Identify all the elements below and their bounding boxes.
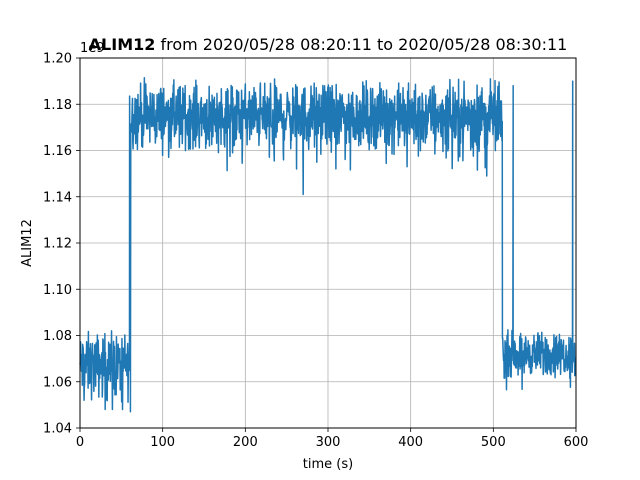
title-bold-part: ALIM12 — [89, 35, 156, 54]
x-tick-label: 500 — [481, 435, 506, 450]
title-rest-part: from 2020/05/28 08:20:11 to 2020/05/28 0… — [155, 35, 567, 54]
x-tick-label: 600 — [564, 435, 589, 450]
x-tick-label: 400 — [398, 435, 423, 450]
y-axis: 1.04 1.06 1.08 1.10 1.12 1.14 1.16 1.18 1.20 — [43, 52, 80, 437]
y-axis-label: ALIM12 — [20, 219, 35, 267]
y-offset-label: 1e9 — [80, 41, 105, 56]
series-line — [79, 76, 577, 413]
y-tick-label: 1.18 — [43, 98, 72, 113]
x-tick-label: 200 — [233, 435, 258, 450]
y-tick-label: 1.20 — [43, 52, 72, 67]
y-tick-label: 1.04 — [43, 422, 72, 437]
x-tick-label: 300 — [316, 435, 341, 450]
alim12-series-path — [79, 76, 577, 413]
y-tick-label: 1.16 — [43, 144, 72, 159]
y-tick-label: 1.06 — [43, 375, 72, 390]
x-axis: 0 100 200 300 400 500 600 — [76, 428, 589, 450]
chart-title: ALIM12 from 2020/05/28 08:20:11 to 2020/… — [89, 35, 568, 54]
y-tick-label: 1.12 — [43, 237, 72, 252]
x-tick-label: 0 — [76, 435, 84, 450]
y-tick-label: 1.08 — [43, 329, 72, 344]
x-tick-label: 100 — [150, 435, 175, 450]
y-tick-label: 1.10 — [43, 283, 72, 298]
y-tick-label: 1.14 — [43, 190, 72, 205]
x-axis-label: time (s) — [303, 457, 353, 472]
